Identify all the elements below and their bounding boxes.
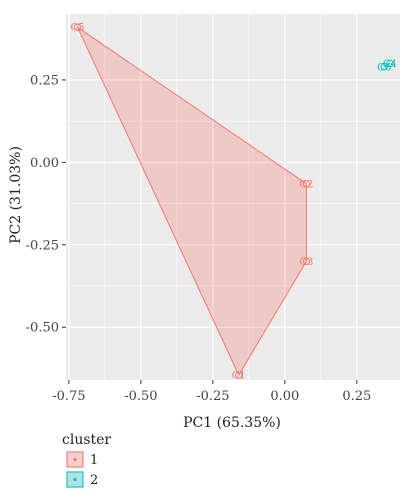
legend-label-2: 2 <box>90 473 98 488</box>
point-label-c5: C5 <box>71 23 85 34</box>
point-label-c2: C2 <box>299 179 313 190</box>
point-label-c3: C3 <box>299 257 313 268</box>
point-c5 <box>73 23 82 31</box>
cluster-hulls <box>76 25 391 377</box>
y-tick-label: 0.25 <box>30 73 59 88</box>
x-axis-label: PC1 (65.35%) <box>183 415 281 431</box>
point-c3 <box>302 257 311 265</box>
x-tick-label: 0.25 <box>342 389 371 404</box>
cluster-hull-1 <box>76 25 307 377</box>
y-tick-label: 0.00 <box>30 156 59 171</box>
x-axis: -0.75 -0.50 -0.25 0.00 0.25 <box>52 380 371 404</box>
plot-panel <box>66 14 400 380</box>
y-tick-label: -0.25 <box>26 238 59 253</box>
y-axis-label: PC2 (31.03%) <box>8 146 24 244</box>
legend-dot-2 <box>73 477 77 482</box>
legend-dot-1 <box>73 457 77 462</box>
legend: cluster 1 2 <box>62 432 111 488</box>
x-tick-label: 0.00 <box>270 389 299 404</box>
x-tick-label: -0.75 <box>52 389 85 404</box>
point-c4 <box>386 59 394 68</box>
legend-label-1: 1 <box>90 453 98 468</box>
minor-grid <box>66 14 400 380</box>
cluster-hull-2 <box>383 63 391 68</box>
y-tick-label: -0.50 <box>26 321 59 336</box>
point-c1 <box>235 371 243 379</box>
point-c6 <box>380 63 388 71</box>
y-axis: 0.25 0.00 -0.25 -0.50 <box>26 73 66 336</box>
point-label-c1: C1 <box>232 371 246 382</box>
legend-title: cluster <box>62 432 111 448</box>
point-label-c6: C6 <box>377 62 391 73</box>
x-tick-label: -0.50 <box>124 389 157 404</box>
x-tick-label: -0.25 <box>196 389 229 404</box>
point-c2 <box>302 180 311 188</box>
point-label-c4: C4 <box>383 59 397 70</box>
